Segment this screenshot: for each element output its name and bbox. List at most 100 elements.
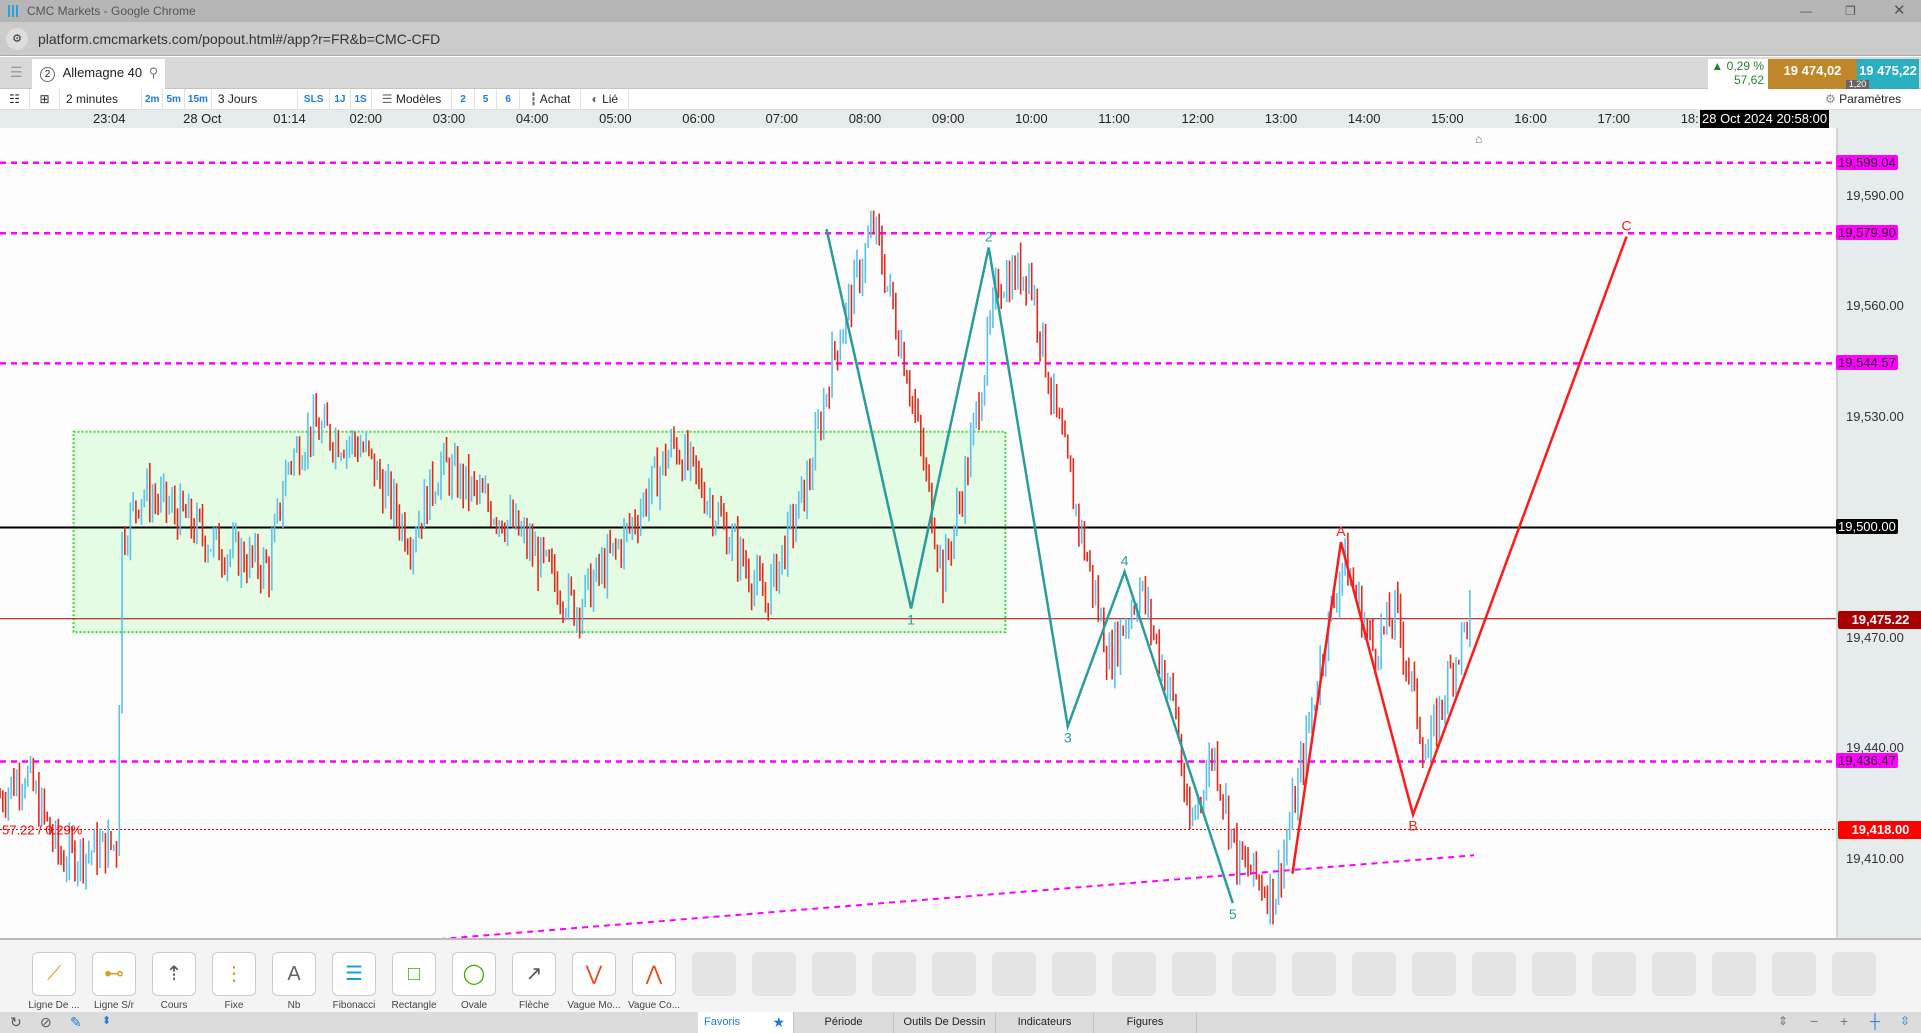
draw-tool-icon: ⋁ bbox=[585, 963, 603, 985]
sell-price-button[interactable]: 19 474,02 bbox=[1768, 59, 1857, 89]
empty-tool-slot bbox=[1532, 952, 1576, 996]
chart-list-icon[interactable]: ☷ bbox=[0, 89, 30, 110]
bottom-tab-1[interactable]: Période bbox=[794, 1012, 894, 1033]
bottom-tab-4[interactable]: Figures bbox=[1094, 1012, 1197, 1033]
price-tick-label: 19,410.00 bbox=[1846, 850, 1904, 866]
empty-tool-slot bbox=[1472, 952, 1516, 996]
range-sls[interactable]: SLS bbox=[298, 89, 331, 110]
draw-tool-5-button[interactable]: ☰ bbox=[332, 952, 376, 996]
price-tick-label: 19,530.00 bbox=[1846, 408, 1904, 424]
time-tick-label: 08:00 bbox=[848, 111, 882, 126]
draw-tool-label: Ligne S/r bbox=[93, 1000, 135, 1011]
bottom-tab-3[interactable]: Indicateurs bbox=[996, 1012, 1094, 1033]
range-1j[interactable]: 1J bbox=[330, 89, 351, 110]
price-level-tag[interactable]: 19,436.47 bbox=[1836, 753, 1898, 769]
price-tick-label: 19,440.00 bbox=[1846, 740, 1904, 756]
empty-tool-slot bbox=[992, 952, 1036, 996]
price-axis[interactable]: 19,590.00 19,560.00 19,530.00 19,470.00 19,4… bbox=[1836, 128, 1921, 938]
draw-tool-2-button[interactable]: ⇡ bbox=[152, 952, 196, 996]
sliders-icon: ☰ bbox=[381, 92, 393, 106]
draw-tool-10-button[interactable]: ⋀ bbox=[632, 952, 676, 996]
home-marker-icon[interactable]: ⌂ bbox=[1475, 132, 1483, 146]
price-level-tag[interactable]: 19,418.00 bbox=[1838, 821, 1921, 840]
draw-tool-label: Fixe bbox=[224, 1000, 244, 1011]
bottom-tab-2[interactable]: Outils De Dessin bbox=[894, 1012, 996, 1033]
linked-button[interactable]: ◐ Lié bbox=[581, 89, 630, 110]
fit-icon[interactable]: ⇕ bbox=[1778, 1014, 1789, 1028]
empty-tool-slot bbox=[1112, 952, 1156, 996]
settings-button[interactable]: ⚙ Paramètres bbox=[1825, 89, 1901, 110]
star-icon[interactable]: ★ bbox=[772, 1014, 785, 1030]
impulse-wave-label: 2 bbox=[985, 229, 993, 245]
impulse-wave-label: 4 bbox=[1121, 553, 1129, 569]
site-settings-icon[interactable]: ⚙ bbox=[6, 28, 28, 50]
draw-tool-8-button[interactable]: ↗ bbox=[512, 952, 556, 996]
draw-tool-7-button[interactable]: ◯ bbox=[452, 952, 496, 996]
period-5m[interactable]: 5m bbox=[163, 89, 185, 110]
template-2[interactable]: 2 bbox=[452, 89, 475, 110]
zoom-in-icon[interactable]: + bbox=[1840, 1013, 1849, 1029]
period-2m[interactable]: 2m bbox=[142, 89, 164, 110]
price-level-tag[interactable]: 19,579.90 bbox=[1836, 225, 1898, 241]
close-button[interactable]: ✕ bbox=[1893, 2, 1906, 19]
window-title: CMC Markets - Google Chrome bbox=[27, 4, 196, 18]
time-tick-label: 18: bbox=[1680, 111, 1699, 126]
price-tick-label: 19,560.00 bbox=[1846, 298, 1904, 314]
template-5[interactable]: 5 bbox=[475, 89, 498, 110]
draw-tool-4-button[interactable]: A bbox=[272, 952, 316, 996]
bottom-tab-label: Favoris bbox=[704, 1016, 741, 1028]
corrective-wave-label: C bbox=[1622, 218, 1632, 234]
time-tick-label: 02:00 bbox=[349, 111, 383, 126]
refresh-icon[interactable]: ↻ bbox=[10, 1014, 22, 1030]
impulse-wave-label: 1 bbox=[907, 611, 915, 627]
empty-tool-slot bbox=[1712, 952, 1756, 996]
instrument-tab[interactable]: 2 Allemagne 40 ⚲ bbox=[32, 59, 165, 89]
bottom-tab-0[interactable]: Favoris ★ bbox=[698, 1012, 794, 1033]
layout-grid-icon[interactable]: ⊞ bbox=[30, 89, 60, 110]
template-6[interactable]: 6 bbox=[497, 89, 520, 110]
trend-line bbox=[440, 854, 1475, 938]
price-level-tag[interactable]: 19,599.04 bbox=[1836, 154, 1898, 170]
time-tick-label: 14:00 bbox=[1347, 111, 1381, 126]
price-level-tag[interactable]: 19,475.22 bbox=[1838, 610, 1921, 629]
empty-tool-slot bbox=[1412, 952, 1456, 996]
empty-tool-slot bbox=[752, 952, 796, 996]
restore-button[interactable]: ❐ bbox=[1845, 4, 1856, 18]
pencil-icon[interactable]: ✎ bbox=[70, 1014, 82, 1030]
zoom-out-icon[interactable]: − bbox=[1810, 1013, 1819, 1029]
time-tick-label: 23:04 bbox=[92, 111, 126, 126]
address-bar[interactable]: ⚙ platform.cmcmarkets.com/popout.html#/a… bbox=[0, 22, 1921, 56]
linked-label: Lié bbox=[602, 92, 619, 106]
link-icon: ◐ bbox=[591, 92, 599, 106]
price-level-tag[interactable]: 19,544.57 bbox=[1836, 355, 1898, 371]
clear-icon[interactable]: ⊘ bbox=[40, 1014, 52, 1030]
crosshair-icon[interactable]: ┼ bbox=[1870, 1013, 1880, 1029]
time-axis[interactable]: 23:04 28 Oct 01:14 02:00 03:00 04:00 05:00 06:0… bbox=[0, 110, 1921, 146]
draw-tool-icon: ◯ bbox=[462, 963, 486, 985]
draw-tool-6-button[interactable]: □ bbox=[392, 952, 436, 996]
draw-tool-9-button[interactable]: ⋁ bbox=[572, 952, 616, 996]
empty-tool-slot bbox=[1232, 952, 1276, 996]
draw-tool-3-button[interactable]: ⋮ bbox=[212, 952, 256, 996]
draw-tool-0-button[interactable]: ⟋ bbox=[32, 952, 76, 996]
draw-tool-label: Flèche bbox=[518, 1000, 549, 1011]
templates-button[interactable]: ☰ Modèles bbox=[372, 89, 453, 110]
period-15m[interactable]: 15m bbox=[185, 89, 212, 110]
sort-icon[interactable]: ⬍ bbox=[102, 1015, 112, 1027]
menu-icon[interactable]: ☰ bbox=[10, 64, 23, 80]
range-1s[interactable]: 1S bbox=[351, 89, 372, 110]
price-level-tag[interactable]: 19,500.00 bbox=[1836, 519, 1898, 535]
draw-tool-1-button[interactable]: ⊷ bbox=[92, 952, 136, 996]
range-select[interactable]: 3 Jours bbox=[212, 89, 298, 110]
scale-icon[interactable]: ⇳ bbox=[1900, 1014, 1911, 1028]
search-icon[interactable]: ⚲ bbox=[148, 65, 159, 80]
minimize-button[interactable]: — bbox=[1800, 4, 1812, 18]
price-tick-label: 19,470.00 bbox=[1846, 629, 1904, 645]
period-select[interactable]: 2 minutes bbox=[60, 89, 142, 110]
price-type-button[interactable]: ┇ Achat bbox=[520, 89, 582, 110]
time-tick-label: 07:00 bbox=[765, 111, 799, 126]
time-tick-label: 04:00 bbox=[515, 111, 549, 126]
url-text[interactable]: platform.cmcmarkets.com/popout.html#/app… bbox=[38, 31, 441, 47]
empty-tool-slot bbox=[1592, 952, 1636, 996]
